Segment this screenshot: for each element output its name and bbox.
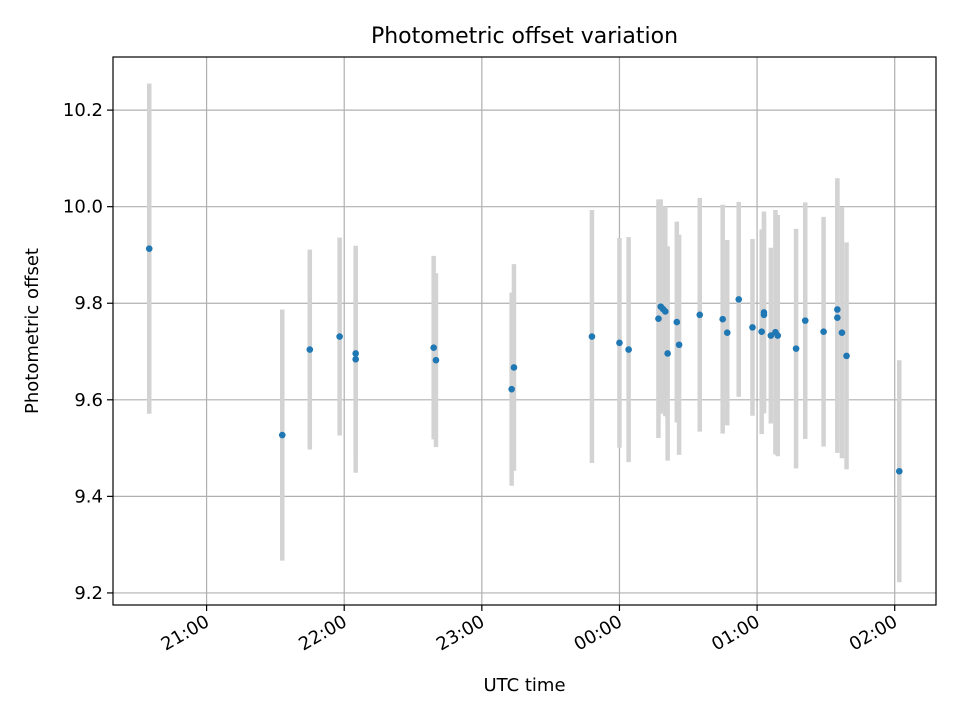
y-tick: 9.6 (74, 390, 113, 411)
x-tick: 00:00 (571, 605, 626, 655)
grid (113, 57, 936, 605)
data-point (675, 341, 683, 349)
data-point (723, 329, 731, 336)
y-tick-label: 9.2 (74, 583, 103, 604)
data-point (625, 346, 632, 353)
y-tick-label: 9.4 (74, 486, 103, 507)
data-point (834, 314, 841, 322)
data-point (735, 296, 743, 303)
y-tick: 9.4 (74, 486, 113, 507)
y-tick: 9.2 (74, 583, 113, 604)
plot-frame (112, 56, 937, 606)
data-point (616, 339, 623, 347)
data-point (719, 315, 726, 323)
error-bars (146, 83, 902, 583)
y-tick-label: 9.8 (74, 293, 103, 314)
data-point (696, 311, 704, 319)
y-tick-label: 10.2 (63, 100, 103, 121)
x-tick-label: 23:00 (433, 611, 488, 655)
x-axis-ticks: 21:00 22:00 23:00 00:00 01:00 02:00 (158, 605, 901, 655)
data-point (278, 431, 286, 439)
data-point (664, 350, 671, 357)
x-tick: 23:00 (433, 605, 488, 655)
data-point (834, 306, 841, 313)
data-point (588, 333, 596, 340)
x-tick-label: 01:00 (708, 611, 763, 655)
data-point (801, 317, 809, 324)
data-point (820, 328, 827, 336)
data-point (774, 332, 782, 339)
y-axis-ticks: 9.2 9.4 9.6 9.8 10.0 10.2 (63, 100, 113, 604)
y-tick-label: 10.0 (63, 197, 103, 218)
x-tick-label: 22:00 (295, 611, 350, 655)
data-point (895, 467, 903, 475)
data-point (430, 344, 437, 351)
y-axis-label: Photometric offset (22, 248, 43, 414)
x-tick: 22:00 (295, 605, 351, 655)
x-tick: 02:00 (846, 605, 901, 655)
data-point (145, 245, 153, 252)
data-point (673, 318, 681, 326)
data-point (758, 328, 765, 336)
data-point (792, 345, 800, 352)
y-tick: 10.2 (63, 100, 113, 121)
data-point (306, 346, 314, 353)
x-tick: 21:00 (158, 605, 213, 655)
data-point (432, 356, 440, 364)
x-tick-label: 02:00 (846, 611, 901, 655)
y-tick: 9.8 (74, 293, 113, 314)
data-point (767, 332, 775, 339)
data-point (655, 315, 662, 322)
data-point (510, 364, 518, 371)
data-point (760, 311, 768, 319)
y-tick: 10.0 (63, 197, 113, 218)
data-point (508, 385, 515, 393)
data-point (843, 352, 850, 360)
data-point (838, 329, 846, 336)
data-point (352, 350, 359, 357)
x-tick-label: 00:00 (571, 611, 626, 655)
data-point (336, 333, 343, 340)
y-tick-label: 9.6 (74, 390, 103, 411)
data-points (145, 245, 903, 475)
x-axis-label: UTC time (483, 675, 565, 696)
data-point (749, 324, 756, 331)
data-point (352, 355, 359, 363)
x-tick-label: 21:00 (158, 611, 213, 655)
chart-title: Photometric offset variation (371, 24, 678, 49)
data-point (662, 308, 669, 315)
x-tick: 01:00 (708, 605, 764, 655)
